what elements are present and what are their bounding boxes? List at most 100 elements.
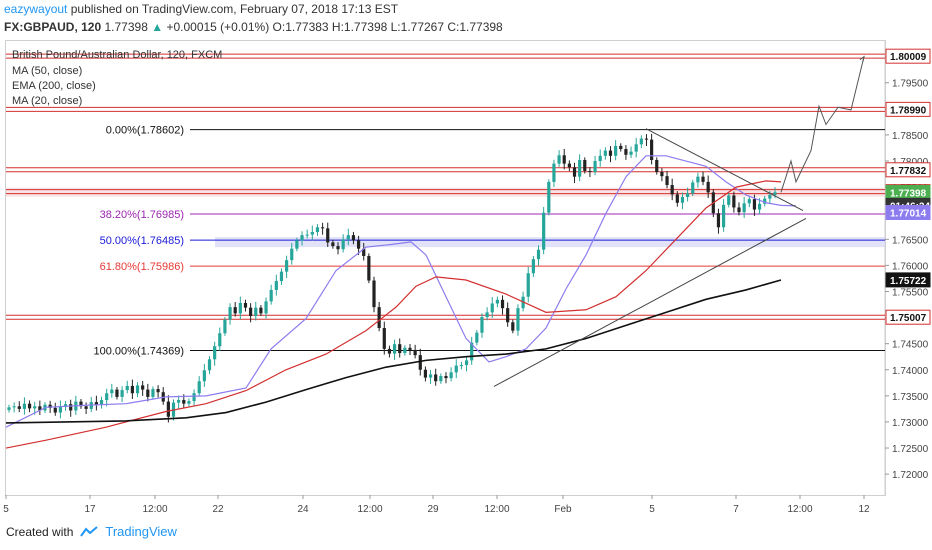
candle-body bbox=[665, 176, 669, 186]
candle-body bbox=[295, 240, 299, 249]
chart-header: eazywayout published on TradingView.com,… bbox=[4, 0, 503, 36]
price-axis-label-box bbox=[885, 204, 931, 220]
candle-body bbox=[197, 381, 201, 394]
x-tick-label: 17 bbox=[84, 504, 96, 515]
candle-body bbox=[254, 307, 258, 317]
candle-body bbox=[377, 307, 381, 329]
candle-body bbox=[408, 347, 412, 350]
up-arrow-icon: ▲ bbox=[151, 20, 164, 34]
y-tick-label: 1.73000 bbox=[892, 418, 929, 429]
candle-body bbox=[721, 204, 726, 228]
legend-item: EMA (200, close) bbox=[12, 80, 96, 92]
candle-body bbox=[614, 145, 618, 156]
candle-body bbox=[166, 401, 170, 417]
projection-arrow-path bbox=[780, 56, 865, 193]
price-axis-label: 1.78990 bbox=[890, 105, 927, 116]
x-tick-label: Feb bbox=[554, 504, 572, 515]
candle-body bbox=[706, 181, 710, 193]
author-link[interactable]: eazywayout bbox=[4, 2, 68, 16]
candle-body bbox=[763, 198, 767, 204]
candle-body bbox=[264, 301, 268, 314]
candle-body bbox=[331, 242, 335, 247]
y-tick-label: 1.74000 bbox=[892, 366, 929, 377]
price-axis-label-box bbox=[885, 162, 931, 178]
candle-body bbox=[547, 181, 551, 213]
candle-body bbox=[454, 365, 458, 373]
moving-average-line bbox=[5, 279, 782, 424]
candle-body bbox=[567, 163, 571, 168]
candle-body bbox=[608, 150, 613, 156]
candle-body bbox=[418, 355, 422, 370]
x-tick-label: 12:00 bbox=[357, 504, 382, 515]
candle-body bbox=[660, 171, 664, 177]
candle-body bbox=[716, 213, 721, 228]
candle-body bbox=[511, 322, 515, 331]
candle-body bbox=[310, 231, 314, 235]
tradingview-brand[interactable]: TradingView bbox=[105, 524, 177, 539]
y-tick-label: 1.76500 bbox=[892, 235, 929, 246]
candle-body bbox=[516, 308, 520, 331]
candle-body bbox=[7, 407, 11, 410]
candle-body bbox=[475, 332, 479, 343]
candle-body bbox=[259, 307, 263, 314]
candle-body bbox=[192, 393, 196, 402]
x-tick-label: 24 bbox=[297, 504, 309, 515]
candle-body bbox=[336, 246, 340, 250]
y-tick-label: 1.72500 bbox=[892, 444, 929, 455]
price-axis-label: 1.77398 bbox=[890, 188, 927, 199]
x-tick-label: 12:00 bbox=[484, 504, 509, 515]
candle-body bbox=[243, 302, 248, 308]
price-chart[interactable]: 1.800001.795001.790001.785001.780001.775… bbox=[0, 0, 932, 520]
candle-body bbox=[351, 235, 356, 241]
candle-body bbox=[12, 406, 16, 408]
price-axis-label-box bbox=[885, 48, 931, 64]
price-axis-label: 1.75007 bbox=[890, 313, 927, 324]
fib-level-label: 0.00%(1.78602) bbox=[106, 125, 184, 137]
legend-item: MA (20, close) bbox=[12, 95, 82, 107]
price-axis-label: 1.75722 bbox=[890, 276, 927, 287]
candle-body bbox=[398, 344, 402, 354]
resistance-zone bbox=[6, 187, 885, 197]
fib-level-label: 100.00%(1.74369) bbox=[93, 346, 184, 358]
y-tick-label: 1.73500 bbox=[892, 392, 929, 403]
candle-body bbox=[470, 342, 474, 361]
candle-body bbox=[742, 203, 746, 213]
publish-line: eazywayout published on TradingView.com,… bbox=[4, 0, 503, 18]
candle-body bbox=[305, 234, 309, 236]
candle-body bbox=[238, 302, 242, 314]
candle-body bbox=[644, 138, 649, 140]
y-tick-label: 1.72000 bbox=[892, 470, 929, 481]
candle-body bbox=[670, 185, 674, 195]
moving-average-line bbox=[5, 180, 782, 449]
candle-body bbox=[269, 289, 273, 302]
symbol-label: FX:GBPAUD, 120 bbox=[4, 20, 102, 34]
candle-body bbox=[439, 376, 443, 382]
y-tick-label: 1.75500 bbox=[892, 287, 929, 298]
candle-body bbox=[578, 159, 582, 177]
candle-body bbox=[650, 139, 654, 160]
candle-body bbox=[213, 346, 217, 360]
fib-level-label: 61.80%(1.75986) bbox=[100, 261, 184, 273]
candle-body bbox=[105, 393, 109, 401]
candle-body bbox=[300, 235, 304, 241]
candle-body bbox=[696, 176, 700, 183]
candle-body bbox=[459, 365, 464, 367]
legend-item: MA (50, close) bbox=[12, 65, 82, 77]
candle-body bbox=[315, 227, 320, 232]
candle-body bbox=[141, 385, 145, 390]
candle-body bbox=[490, 303, 494, 313]
candle-body bbox=[130, 385, 134, 394]
candle-body bbox=[542, 212, 546, 250]
symbol-line: FX:GBPAUD, 120 1.77398 ▲ +0.00015 (+0.01… bbox=[4, 18, 503, 36]
fib-50-zone bbox=[215, 237, 885, 248]
candle-body bbox=[115, 389, 119, 397]
candle-body bbox=[218, 333, 222, 347]
candle-body bbox=[485, 312, 489, 318]
candle-body bbox=[362, 248, 366, 256]
candle-body bbox=[655, 159, 659, 172]
candle-body bbox=[48, 404, 52, 408]
candle-body bbox=[53, 407, 57, 413]
legend-title: British Pound/Australian Dollar, 120, FX… bbox=[12, 49, 222, 61]
candle-body bbox=[413, 349, 417, 356]
candle-body bbox=[135, 385, 140, 394]
